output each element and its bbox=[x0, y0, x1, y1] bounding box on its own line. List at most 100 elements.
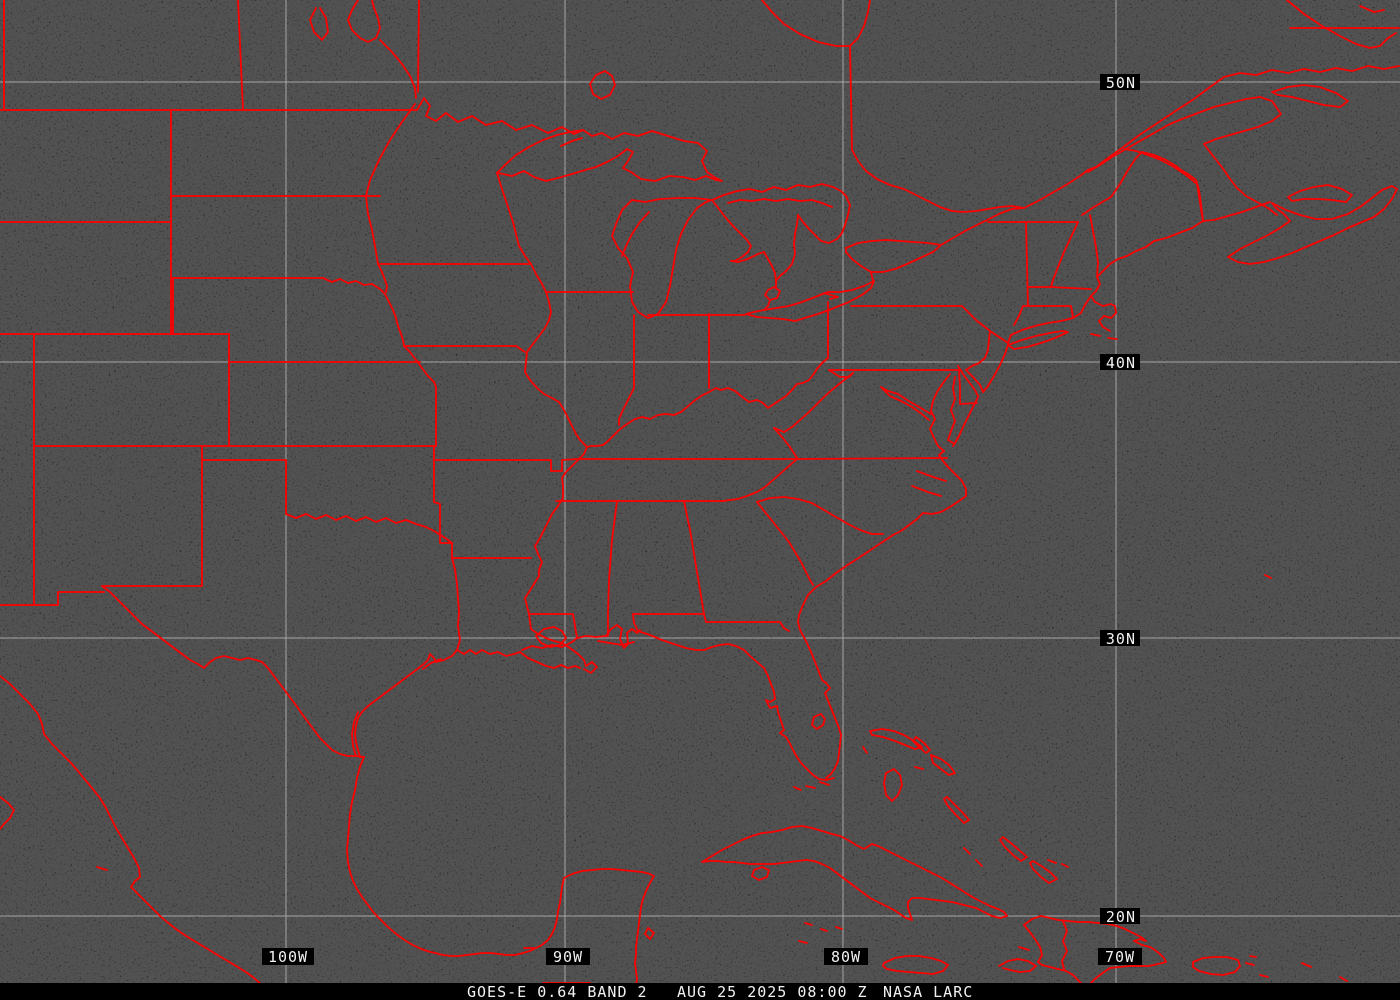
boundary-path bbox=[1007, 330, 1069, 350]
boundary-path bbox=[416, 97, 584, 135]
boundary-path bbox=[930, 754, 956, 776]
boundary-path bbox=[309, 7, 329, 41]
label-backing bbox=[824, 948, 868, 965]
boundary-path bbox=[947, 376, 956, 444]
boundary-path bbox=[403, 345, 437, 388]
boundary-path bbox=[496, 129, 723, 182]
boundary-path bbox=[1029, 860, 1058, 884]
boundary-path bbox=[958, 369, 961, 405]
boundary-path bbox=[745, 280, 875, 322]
latitude-label-20n: 20N bbox=[1106, 908, 1136, 926]
boundary-path bbox=[773, 427, 798, 459]
boundary-path bbox=[999, 836, 1028, 862]
boundary-path bbox=[0, 796, 15, 830]
boundary-path bbox=[1070, 305, 1074, 318]
boundary-path bbox=[422, 658, 442, 670]
boundary-path bbox=[773, 372, 854, 433]
boundary-path bbox=[793, 786, 802, 791]
boundary-path bbox=[1027, 286, 1092, 290]
boundary-path bbox=[577, 457, 948, 460]
boundary-path bbox=[683, 500, 705, 615]
latitude-label-40n: 40N bbox=[1106, 354, 1136, 372]
boundary-path bbox=[1090, 333, 1101, 337]
boundary-path bbox=[346, 756, 655, 1000]
boundary-path bbox=[727, 198, 833, 208]
boundary-path bbox=[998, 958, 1037, 973]
boundary-path bbox=[963, 847, 971, 855]
boundary-path bbox=[911, 485, 942, 497]
boundary-path bbox=[456, 649, 521, 657]
boundary-path bbox=[751, 866, 770, 881]
caption-instrument: GOES-E 0.64 BAND 2 bbox=[467, 983, 648, 1000]
boundary-path bbox=[943, 796, 970, 824]
boundary-path bbox=[811, 713, 826, 730]
boundary-path bbox=[0, 675, 279, 1000]
boundary-path bbox=[524, 446, 588, 644]
label-backing bbox=[1100, 630, 1140, 646]
boundary-path bbox=[965, 330, 991, 393]
boundary-path bbox=[1141, 151, 1204, 222]
boundary-path bbox=[1202, 201, 1271, 222]
boundary-path bbox=[952, 396, 979, 447]
boundary-path bbox=[892, 466, 967, 536]
boundary-path bbox=[775, 214, 799, 282]
boundary-path bbox=[940, 207, 1025, 246]
boundary-path bbox=[322, 277, 405, 347]
boundary-path bbox=[880, 386, 932, 421]
boundary-path bbox=[637, 630, 835, 781]
boundary-path bbox=[1249, 955, 1257, 958]
boundary-path bbox=[701, 825, 1008, 921]
latitude-label-30n: 30N bbox=[1106, 630, 1136, 648]
boundary-path bbox=[347, 0, 381, 43]
longitude-label-100w: 100W bbox=[268, 948, 308, 966]
boundary-path bbox=[519, 651, 581, 669]
boundary-path bbox=[101, 585, 365, 758]
label-backing bbox=[1100, 354, 1140, 370]
boundary-path bbox=[1013, 305, 1024, 326]
boundary-path bbox=[1192, 956, 1241, 976]
boundary-path bbox=[379, 39, 417, 99]
boundary-path bbox=[982, 344, 1009, 393]
boundary-path bbox=[0, 591, 105, 606]
boundary-path bbox=[845, 239, 942, 273]
boundary-path bbox=[957, 365, 979, 397]
boundary-path bbox=[524, 263, 588, 448]
boundary-path bbox=[560, 137, 583, 147]
boundary-path bbox=[632, 613, 639, 632]
boundary-path bbox=[912, 736, 931, 754]
boundary-path bbox=[763, 299, 771, 311]
boundary-path bbox=[1061, 920, 1068, 970]
boundary-path bbox=[1081, 151, 1143, 216]
boundary-path bbox=[929, 373, 951, 452]
label-backing bbox=[1098, 948, 1142, 965]
caption-credit: NASA LARC bbox=[883, 983, 973, 1000]
boundary-path bbox=[1359, 5, 1385, 13]
boundary-path bbox=[597, 640, 635, 646]
boundary-path bbox=[1047, 859, 1057, 864]
boundary-path bbox=[237, 0, 244, 111]
boundary-path bbox=[916, 470, 947, 482]
boundary-path bbox=[1096, 220, 1204, 278]
boundary-path bbox=[1090, 276, 1117, 332]
boundary-path bbox=[417, 0, 420, 93]
boundary-path bbox=[589, 70, 616, 100]
boundary-path bbox=[535, 626, 567, 648]
boundary-path bbox=[528, 613, 578, 639]
boundary-path bbox=[351, 711, 359, 757]
boundary-path bbox=[756, 501, 814, 586]
boundary-path bbox=[1245, 962, 1255, 966]
caption-bar: GOES-E 0.64 BAND 2 AUG 25 2025 08:00 Z N… bbox=[0, 983, 1400, 1000]
boundary-path bbox=[764, 286, 781, 301]
boundary-path bbox=[1286, 0, 1397, 49]
boundary-path bbox=[1271, 84, 1349, 108]
boundary-path bbox=[797, 534, 894, 631]
boundary-path bbox=[618, 314, 635, 426]
boundary-path bbox=[1301, 962, 1312, 968]
caption-background bbox=[0, 983, 1400, 1000]
label-backing bbox=[1100, 74, 1140, 90]
boundary-path bbox=[1107, 337, 1118, 340]
boundary-path bbox=[819, 781, 830, 786]
boundary-path bbox=[711, 199, 752, 262]
